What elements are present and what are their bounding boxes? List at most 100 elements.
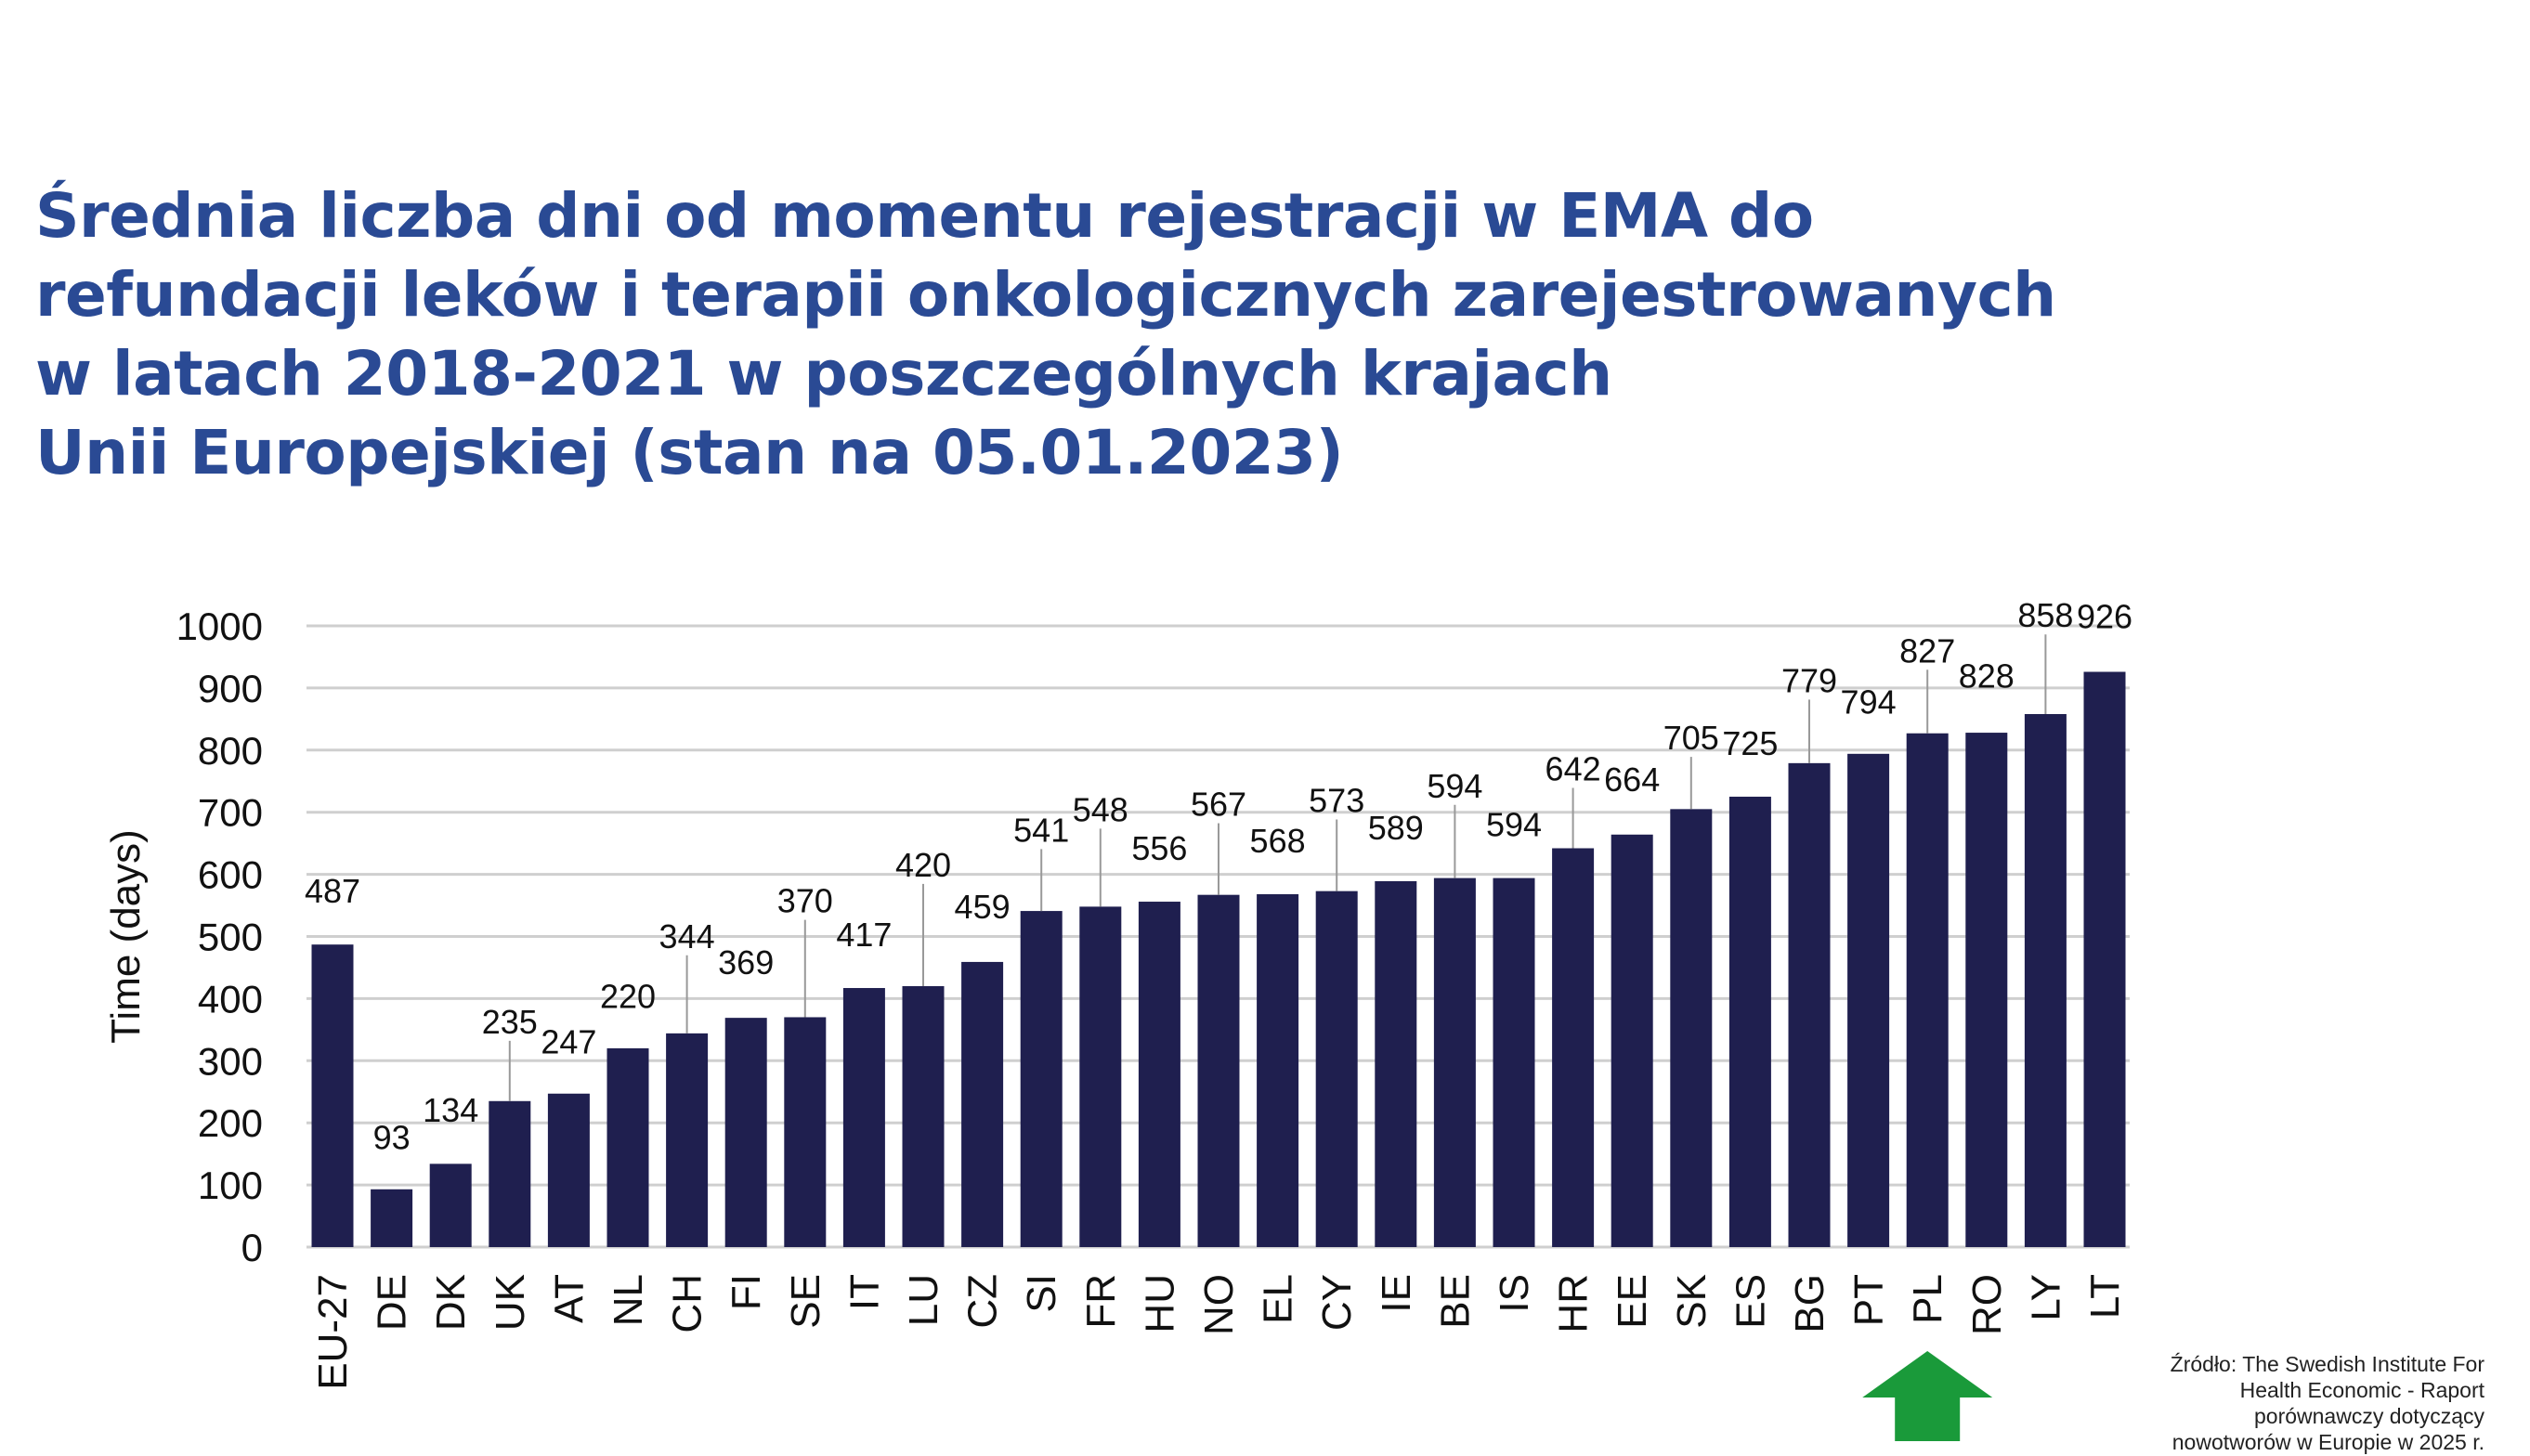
data-label: 858 xyxy=(2017,596,2073,634)
bar-uk xyxy=(489,1100,531,1247)
bar-se xyxy=(784,1017,827,1247)
data-label: 548 xyxy=(1073,790,1128,828)
y-tick-label: 400 xyxy=(198,977,263,1020)
bar-si xyxy=(1020,911,1063,1247)
y-tick-label: 300 xyxy=(198,1039,263,1083)
x-tick-label: AT xyxy=(546,1274,592,1323)
x-tick-label: ES xyxy=(1728,1274,1773,1329)
x-tick-label: UK xyxy=(488,1274,533,1331)
data-label: 568 xyxy=(1250,822,1306,860)
bar-ie xyxy=(1375,880,1417,1247)
x-tick-label: DK xyxy=(428,1274,474,1331)
data-label: 344 xyxy=(659,917,715,956)
x-tick-label: LT xyxy=(2082,1274,2128,1319)
bar-ch xyxy=(666,1033,709,1247)
bar-be xyxy=(1433,878,1476,1247)
data-label: 779 xyxy=(1781,661,1837,699)
data-label: 487 xyxy=(305,872,360,910)
x-tick-label: DE xyxy=(370,1274,415,1331)
source-line: porównawczy dotyczący xyxy=(2254,1404,2484,1428)
x-tick-label: CH xyxy=(665,1274,711,1333)
page-title: Średnia liczba dni od momentu rejestracj… xyxy=(35,176,2056,492)
data-label: 794 xyxy=(1841,682,1897,721)
x-tick-label: NL xyxy=(606,1274,651,1326)
bar-it xyxy=(842,988,885,1247)
data-label: 594 xyxy=(1427,767,1482,805)
data-label: 664 xyxy=(1604,760,1660,799)
green-up-arrow-icon xyxy=(1862,1351,1993,1441)
data-label: 589 xyxy=(1368,809,1424,847)
data-label: 420 xyxy=(895,846,951,884)
y-tick-label: 0 xyxy=(241,1226,263,1269)
bar-fi xyxy=(724,1018,767,1247)
data-label: 556 xyxy=(1131,829,1187,867)
data-label: 567 xyxy=(1191,786,1246,824)
data-label: 459 xyxy=(955,888,1011,926)
bar-fr xyxy=(1079,906,1122,1247)
data-label: 828 xyxy=(1959,656,2015,695)
x-tick-label: EL xyxy=(1256,1274,1301,1324)
title-line: refundacji leków i terapii onkologicznyc… xyxy=(35,259,2056,331)
x-tick-label: LU xyxy=(901,1274,946,1326)
y-axis-label: Time (days) xyxy=(103,829,149,1044)
x-tick-label: IE xyxy=(1374,1274,1419,1313)
x-tick-label: NO xyxy=(1196,1274,1242,1335)
y-tick-label: 500 xyxy=(198,916,263,959)
x-tick-label: PT xyxy=(1846,1274,1892,1326)
y-tick-label: 1000 xyxy=(176,604,263,648)
data-label: 705 xyxy=(1663,719,1719,757)
y-tick-label: 900 xyxy=(198,667,263,710)
x-tick-label: CY xyxy=(1314,1274,1360,1331)
bar-eu-27 xyxy=(311,944,354,1247)
data-label: 573 xyxy=(1309,782,1364,820)
x-tick-label: EU-27 xyxy=(310,1274,356,1390)
data-label: 725 xyxy=(1722,724,1778,762)
bar-pl xyxy=(1906,733,1949,1247)
data-label: 417 xyxy=(836,916,892,954)
source-line: Źródło: The Swedish Institute For xyxy=(2170,1352,2484,1376)
x-tick-label: SI xyxy=(1019,1274,1064,1313)
bar-lt xyxy=(2083,671,2126,1247)
data-label: 926 xyxy=(2077,598,2132,636)
source-line: Health Economic - Raport xyxy=(2239,1378,2484,1402)
data-label: 370 xyxy=(777,882,833,920)
x-tick-label: IT xyxy=(841,1274,887,1310)
source-line: nowotworów w Europie w 2025 r. xyxy=(2171,1430,2484,1454)
data-label: 369 xyxy=(718,943,774,982)
bar-dk xyxy=(429,1164,472,1247)
bar-hr xyxy=(1552,848,1595,1247)
x-tick-label: BG xyxy=(1787,1274,1832,1333)
bar-hu xyxy=(1138,902,1180,1247)
data-label: 93 xyxy=(373,1118,411,1156)
bar-ro xyxy=(1965,733,2008,1247)
bar-bg xyxy=(1788,762,1831,1247)
bar-es xyxy=(1728,796,1771,1247)
y-tick-label: 600 xyxy=(198,853,263,897)
y-tick-label: 100 xyxy=(198,1164,263,1207)
bar-cz xyxy=(961,961,1004,1247)
data-label: 541 xyxy=(1013,811,1069,849)
bar-pt xyxy=(1847,753,1890,1247)
x-tick-label: HU xyxy=(1137,1274,1182,1333)
bar-ee xyxy=(1611,834,1653,1247)
x-tick-label: RO xyxy=(1964,1274,2010,1335)
bar-no xyxy=(1197,894,1240,1247)
x-tick-label: SE xyxy=(783,1274,828,1329)
data-label: 134 xyxy=(423,1091,478,1129)
x-tick-label: EE xyxy=(1610,1274,1655,1329)
x-tick-label: CZ xyxy=(960,1274,1006,1329)
x-tick-label: BE xyxy=(1432,1274,1478,1329)
x-tick-label: HR xyxy=(1551,1274,1597,1333)
bar-lu xyxy=(902,986,945,1247)
source-note: Źródło: The Swedish Institute For Health… xyxy=(2171,1351,2484,1455)
bar-de xyxy=(371,1189,413,1247)
y-tick-label: 700 xyxy=(198,791,263,835)
data-label: 235 xyxy=(482,1003,538,1041)
x-tick-label: FI xyxy=(724,1274,769,1310)
bar-cy xyxy=(1315,890,1358,1247)
data-label: 827 xyxy=(1899,631,1955,670)
bar-ly xyxy=(2024,713,2067,1247)
data-label: 642 xyxy=(1545,750,1601,788)
y-tick-label: 800 xyxy=(198,729,263,773)
x-tick-label: LY xyxy=(2023,1274,2068,1321)
